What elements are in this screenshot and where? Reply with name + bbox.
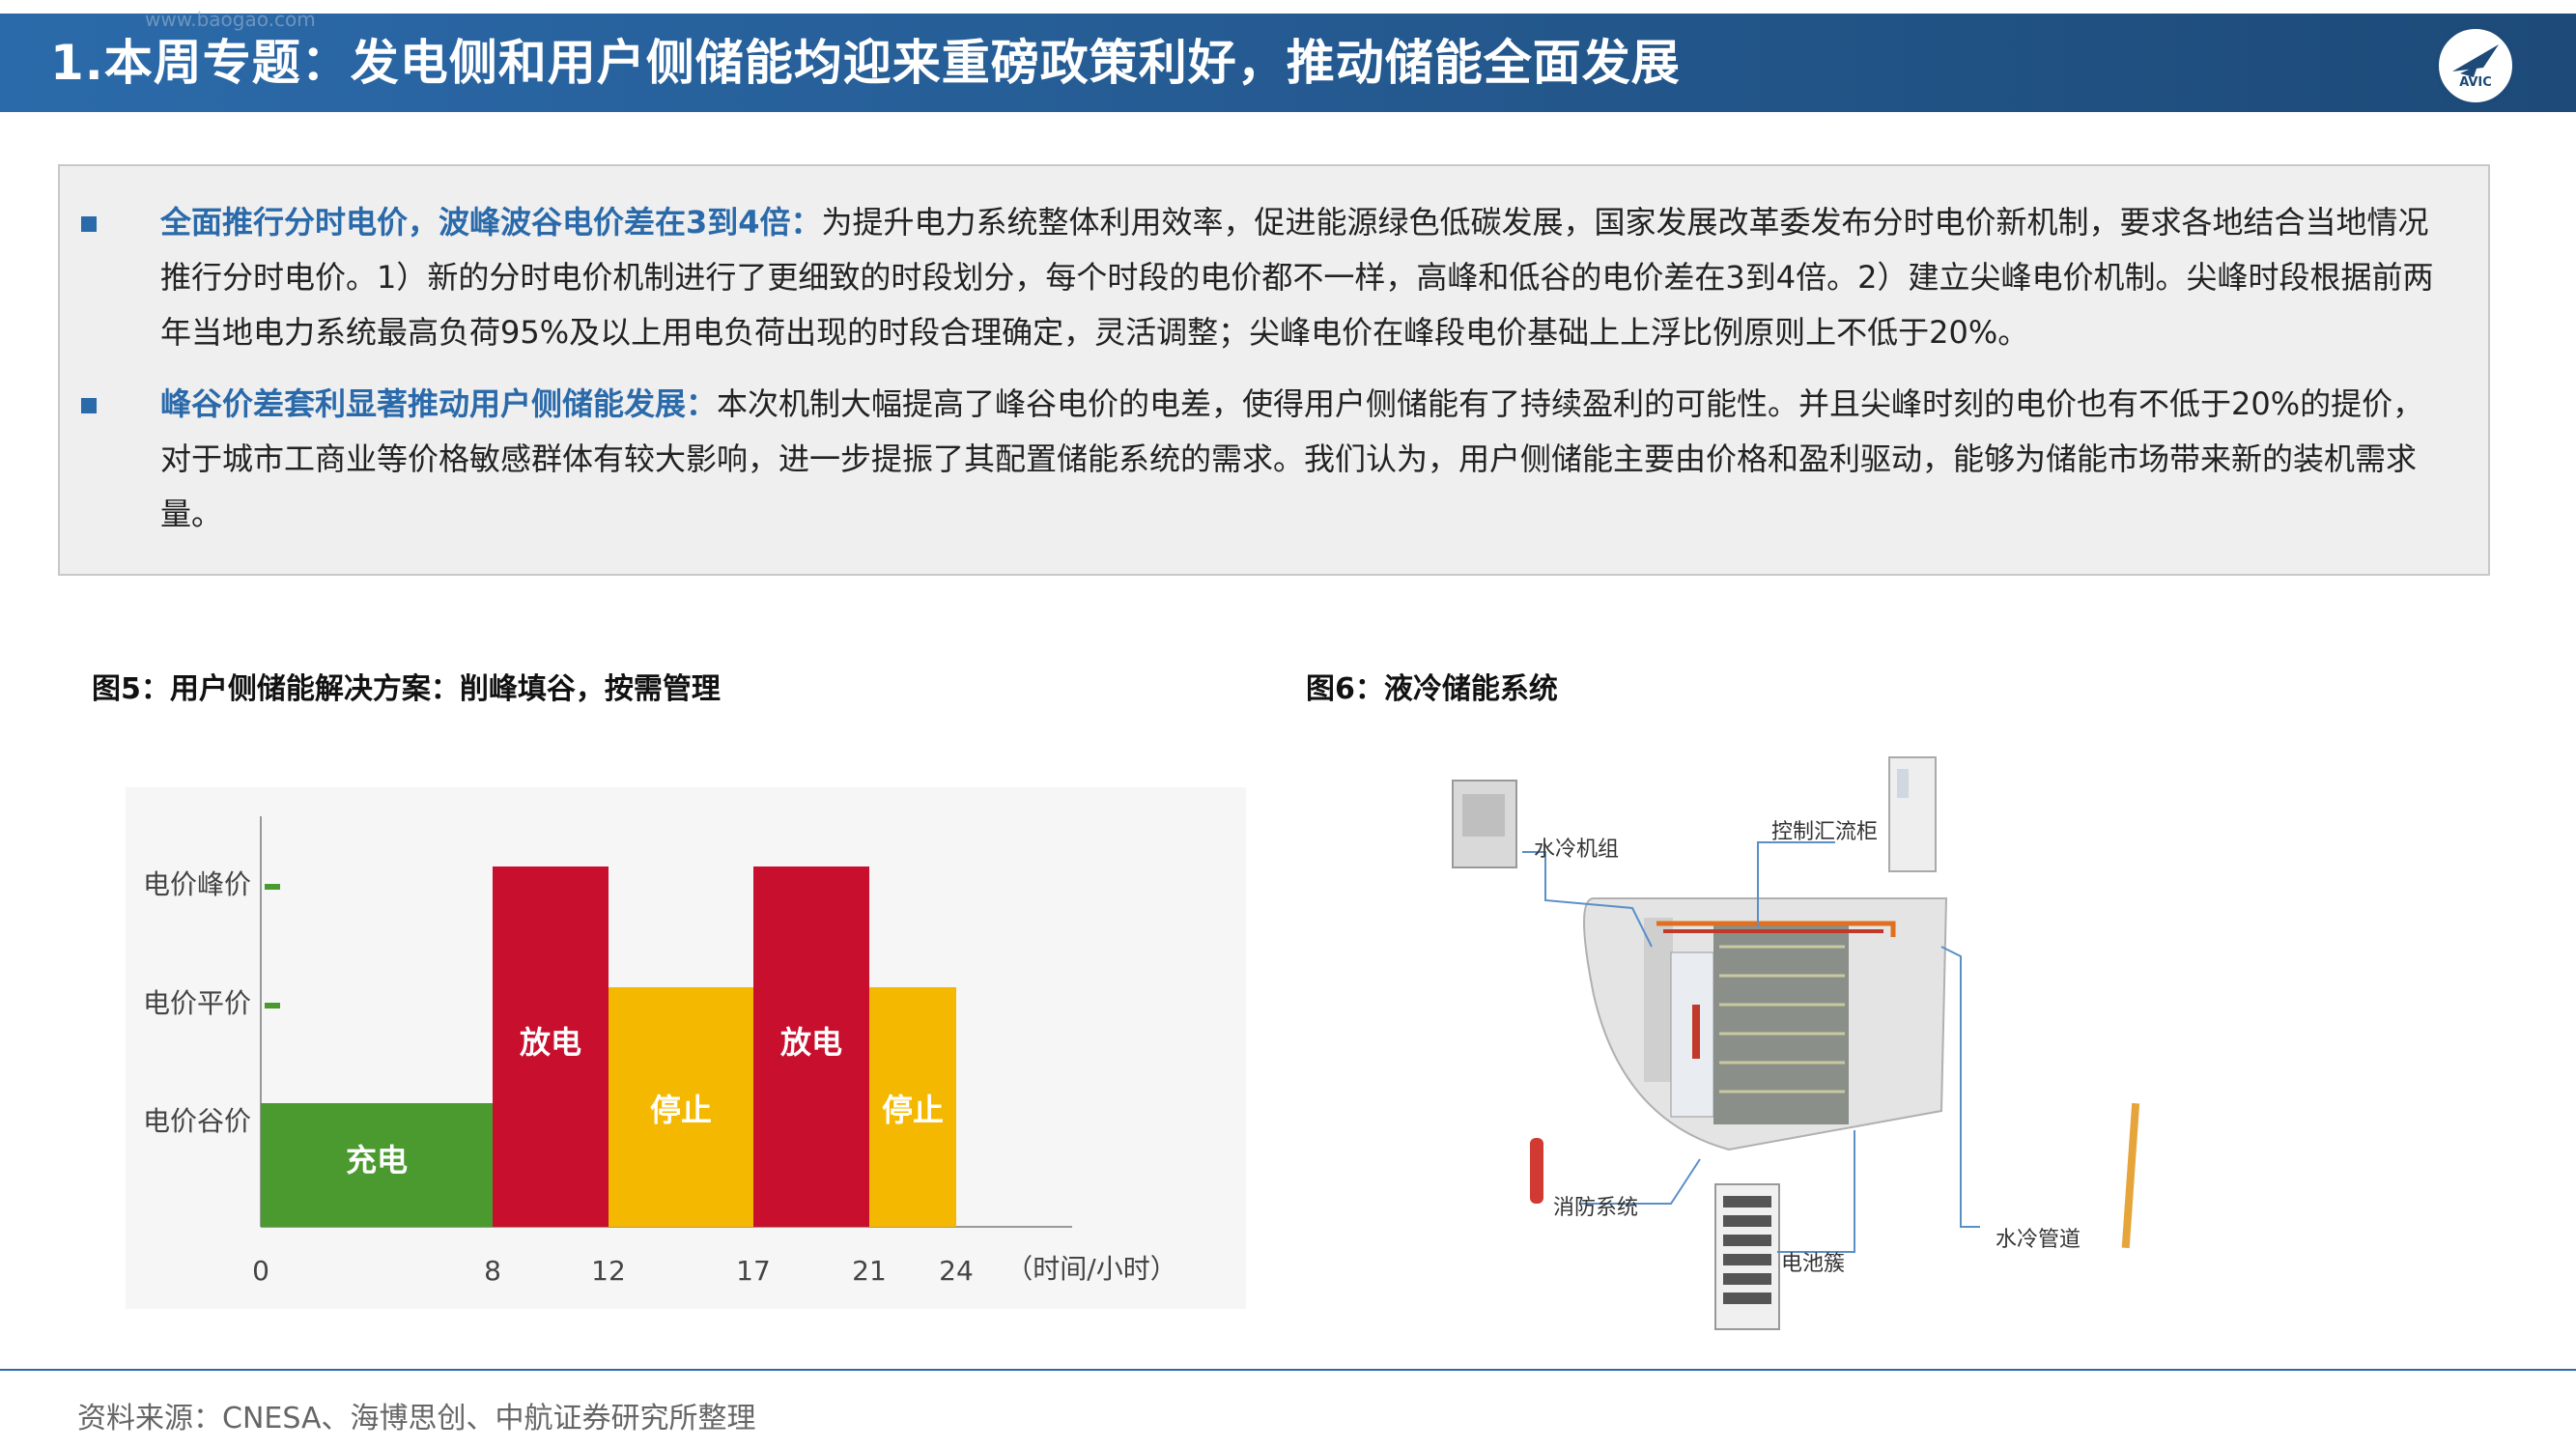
battery-rack-icon [1714, 1183, 1780, 1330]
x-tick-label: 17 [736, 1255, 771, 1287]
chart-bar [753, 867, 869, 1227]
control-cabinet-icon [1888, 756, 1937, 872]
liquid-cooling-illustration: 水冷机组 控制汇流柜 消防系统 电池簇 水冷管道 [1439, 744, 2154, 1343]
bullet-body: 本次机制大幅提高了峰谷电价的电差，使得用户侧储能有了持续盈利的可能性。并且尖峰时… [160, 385, 2424, 532]
label-water-pipe: 水冷管道 [1996, 1228, 2081, 1252]
x-tick-label: 24 [939, 1255, 974, 1287]
water-pipe-icon [2121, 1102, 2140, 1249]
y-tick-mark [265, 1003, 280, 1009]
bar-label: 充电 [346, 1142, 408, 1179]
y-level-label: 电价峰价 [143, 868, 251, 900]
bar-label: 停止 [882, 1092, 944, 1128]
chart-bar [493, 867, 609, 1227]
fire-extinguisher-icon [1530, 1138, 1543, 1204]
x-tick-label: 0 [252, 1255, 269, 1287]
y-level-label: 电价平价 [143, 987, 251, 1019]
bullet-item: 峰谷价差套利显著推动用户侧储能发展：本次机制大幅提高了峰谷电价的电差，使得用户侧… [81, 377, 2438, 542]
summary-box: 全面推行分时电价，波峰波谷电价差在3到4倍：为提升电力系统整体利用效率，促进能源… [58, 164, 2490, 576]
container-icon [1583, 897, 1948, 1151]
water-unit-icon [1452, 780, 1517, 868]
y-tick-mark [265, 884, 280, 890]
plane-icon [2452, 44, 2499, 77]
label-fire-system: 消防系统 [1553, 1196, 1638, 1220]
avic-logo: AVIC [2435, 25, 2516, 106]
source-note: 资料来源：CNESA、海博思创、中航证券研究所整理 [77, 1402, 756, 1435]
footer-divider [0, 1369, 2576, 1371]
x-tick-label: 12 [591, 1255, 626, 1287]
y-level-label: 电价谷价 [143, 1105, 251, 1137]
header-bar: 1.本周专题：发电侧和用户侧储能均迎来重磅政策利好，推动储能全面发展 AVIC [0, 14, 2576, 112]
bullet-item: 全面推行分时电价，波峰波谷电价差在3到4倍：为提升电力系统整体利用效率，促进能源… [81, 195, 2438, 360]
bar-label: 放电 [780, 1024, 842, 1061]
bullet-text: 峰谷价差套利显著推动用户侧储能发展：本次机制大幅提高了峰谷电价的电差，使得用户侧… [160, 377, 2438, 542]
bullet-square-icon [81, 216, 97, 232]
bullet-text: 全面推行分时电价，波峰波谷电价差在3到4倍：为提升电力系统整体利用效率，促进能源… [160, 195, 2438, 360]
bullet-heading: 全面推行分时电价，波峰波谷电价差在3到4倍： [160, 204, 822, 241]
bar-label: 停止 [650, 1092, 712, 1128]
leader-lines [1522, 841, 1980, 1253]
bullet-body: 为提升电力系统整体利用效率，促进能源绿色低碳发展，国家发展改革委发布分时电价新机… [160, 204, 2434, 351]
x-tick-label: 21 [852, 1255, 887, 1287]
logo-text: AVIC [2459, 75, 2492, 90]
label-control-cabinet: 控制汇流柜 [1771, 820, 1878, 844]
bullet-heading: 峰谷价差套利显著推动用户侧储能发展： [160, 385, 718, 422]
bar-label: 放电 [520, 1024, 581, 1061]
storage-system-drawing: 水冷机组 控制汇流柜 消防系统 电池簇 水冷管道 [1452, 756, 2140, 1330]
page-title: 1.本周专题：发电侧和用户侧储能均迎来重磅政策利好，推动储能全面发展 [50, 35, 1681, 91]
x-tick-label: 8 [484, 1255, 501, 1287]
label-battery-cluster: 电池簇 [1781, 1252, 1845, 1276]
peak-valley-chart: 充电 放电停止 放电停止 电价谷价 电价平价 电价峰价 0 8 12 17 21 24 （时间/小时） [126, 787, 1246, 1309]
label-water-unit: 水冷机组 [1534, 838, 1619, 862]
bullet-square-icon [81, 398, 97, 413]
chart-bar [609, 987, 753, 1227]
x-axis-label: （时间/小时） [1005, 1253, 1176, 1285]
figure5-caption: 图5：用户侧储能解决方案：削峰填谷，按需管理 [92, 672, 721, 706]
figure6-caption: 图6：液冷储能系统 [1306, 672, 1558, 706]
chart-bar [869, 987, 956, 1227]
chart-bar [261, 1103, 493, 1227]
watermark: www.baogao.com [145, 8, 316, 31]
